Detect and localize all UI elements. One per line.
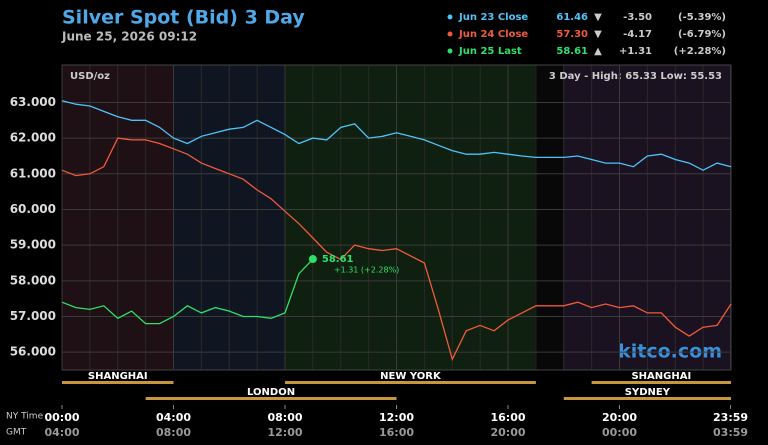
x-tick-label-gmt: 08:00 <box>156 426 191 439</box>
legend-arrow: ▲ <box>594 46 602 57</box>
legend-value: 57.30 <box>556 29 588 40</box>
x-tick-label: 04:00 <box>156 411 191 424</box>
legend-change: -4.17 <box>623 29 652 40</box>
x-tick-label-gmt: 16:00 <box>379 426 414 439</box>
subtitle: June 25, 2026 09:12 <box>61 30 197 44</box>
x-tick-label: 00:00 <box>44 411 79 424</box>
y-axis-label: USD/oz <box>70 71 110 82</box>
legend-dot <box>447 14 453 20</box>
chart-title: Silver Spot (Bid) 3 Day <box>62 7 305 29</box>
range-label: 3 Day - High: 65.33 Low: 55.53 <box>549 71 722 82</box>
y-tick-label: 56.000 <box>10 345 56 359</box>
brand: kitco.com <box>618 341 722 363</box>
legend-value: 58.61 <box>556 46 588 57</box>
legend-label: Jun 23 Close <box>458 12 528 23</box>
x-tick-label: 16:00 <box>490 411 525 424</box>
legend-change-pct: (-5.39%) <box>678 12 726 23</box>
session-bar <box>563 397 731 400</box>
y-tick-label: 58.000 <box>10 273 56 287</box>
session-bar <box>145 397 397 400</box>
legend-change: +1.31 <box>619 46 652 57</box>
series-line <box>61 100 732 171</box>
series-line <box>61 258 314 325</box>
x-tick-label-gmt: 20:00 <box>490 426 525 439</box>
x-tick-label-gmt: 03:59 <box>713 426 748 439</box>
region-band <box>285 65 535 370</box>
session-label: SHANGHAI <box>631 371 691 382</box>
legend-arrow: ▼ <box>594 12 602 23</box>
y-tick-label: 63.000 <box>10 95 56 109</box>
y-tick-label: 57.000 <box>10 309 56 323</box>
x-row-label: GMT <box>6 428 27 438</box>
x-tick-label: 08:00 <box>267 411 302 424</box>
session-bar <box>591 381 731 384</box>
x-tick-label-gmt: 00:00 <box>602 426 637 439</box>
last-change-label: +1.31 (+2.28%) <box>334 266 399 275</box>
x-tick-label: 20:00 <box>602 411 637 424</box>
region-band <box>535 65 563 370</box>
y-tick-label: 59.000 <box>10 238 56 252</box>
session-label: NEW YORK <box>380 371 442 382</box>
session-label: LONDON <box>247 387 295 398</box>
x-row-label: NY Time <box>6 412 44 422</box>
session-label: SHANGHAI <box>88 371 148 382</box>
series-line <box>61 137 732 362</box>
session-label: SYDNEY <box>625 387 671 398</box>
legend-change: -3.50 <box>623 12 652 23</box>
legend-change-pct: (+2.28%) <box>674 46 726 57</box>
session-bar <box>285 381 536 384</box>
legend-change-pct: (-6.79%) <box>678 29 726 40</box>
legend-arrow: ▼ <box>594 29 602 40</box>
legend-label: Jun 25 Last <box>458 46 522 57</box>
last-value-label: 58.61 <box>322 254 354 265</box>
legend-value: 61.46 <box>556 12 588 23</box>
x-tick-label: 23:59 <box>713 411 748 424</box>
legend-dot <box>447 48 453 54</box>
x-tick-label-gmt: 12:00 <box>267 426 302 439</box>
y-tick-label: 61.000 <box>10 166 56 180</box>
x-tick-label-gmt: 04:00 <box>44 426 79 439</box>
session-bar <box>62 381 174 384</box>
legend-label: Jun 24 Close <box>458 29 528 40</box>
legend-dot <box>447 31 453 37</box>
last-marker <box>308 255 317 264</box>
y-tick-label: 60.000 <box>10 202 56 216</box>
y-tick-label: 62.000 <box>10 131 56 145</box>
x-tick-label: 12:00 <box>379 411 414 424</box>
